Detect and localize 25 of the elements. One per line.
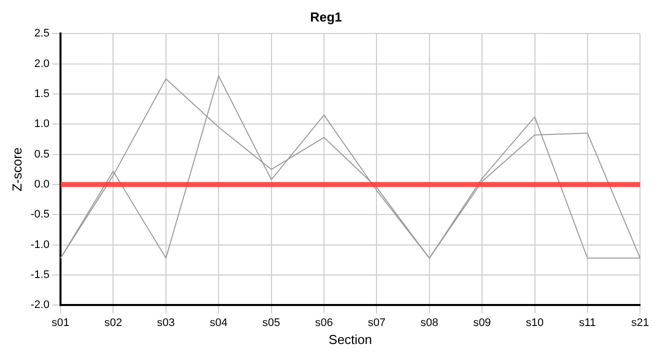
x-tick-label: s04 xyxy=(210,316,228,329)
x-tick-label: s05 xyxy=(262,316,280,329)
x-tick-label: s21 xyxy=(631,316,650,329)
y-axis-title: Z-score xyxy=(9,147,24,192)
y-tick-label: -2.0 xyxy=(30,299,50,312)
y-tick-label: 2.5 xyxy=(34,28,50,40)
y-tick-label: -1.5 xyxy=(30,269,50,282)
x-tick-label: s08 xyxy=(420,316,438,329)
y-tick-label: 1.0 xyxy=(34,118,50,130)
y-tick-label: 0.5 xyxy=(34,148,50,160)
x-tick-label: s01 xyxy=(52,316,70,329)
x-tick-label: s02 xyxy=(104,316,122,329)
x-tick-label: s06 xyxy=(315,316,333,329)
y-tick-label: 2.0 xyxy=(34,58,50,70)
x-tick-label: s07 xyxy=(368,316,386,329)
x-axis-title: Section xyxy=(328,332,372,347)
x-tick-label: s03 xyxy=(157,316,175,329)
x-tick-label: s11 xyxy=(578,316,596,329)
y-tick-label: 1.5 xyxy=(34,88,50,100)
chart-title: Reg1 xyxy=(310,9,342,24)
y-tick-label: -1.0 xyxy=(30,238,50,251)
x-tick-label: s09 xyxy=(473,316,491,329)
y-tick-label: -0.5 xyxy=(30,208,50,221)
x-tick-label: s10 xyxy=(526,316,544,329)
y-tick-label: 0.0 xyxy=(34,178,50,191)
